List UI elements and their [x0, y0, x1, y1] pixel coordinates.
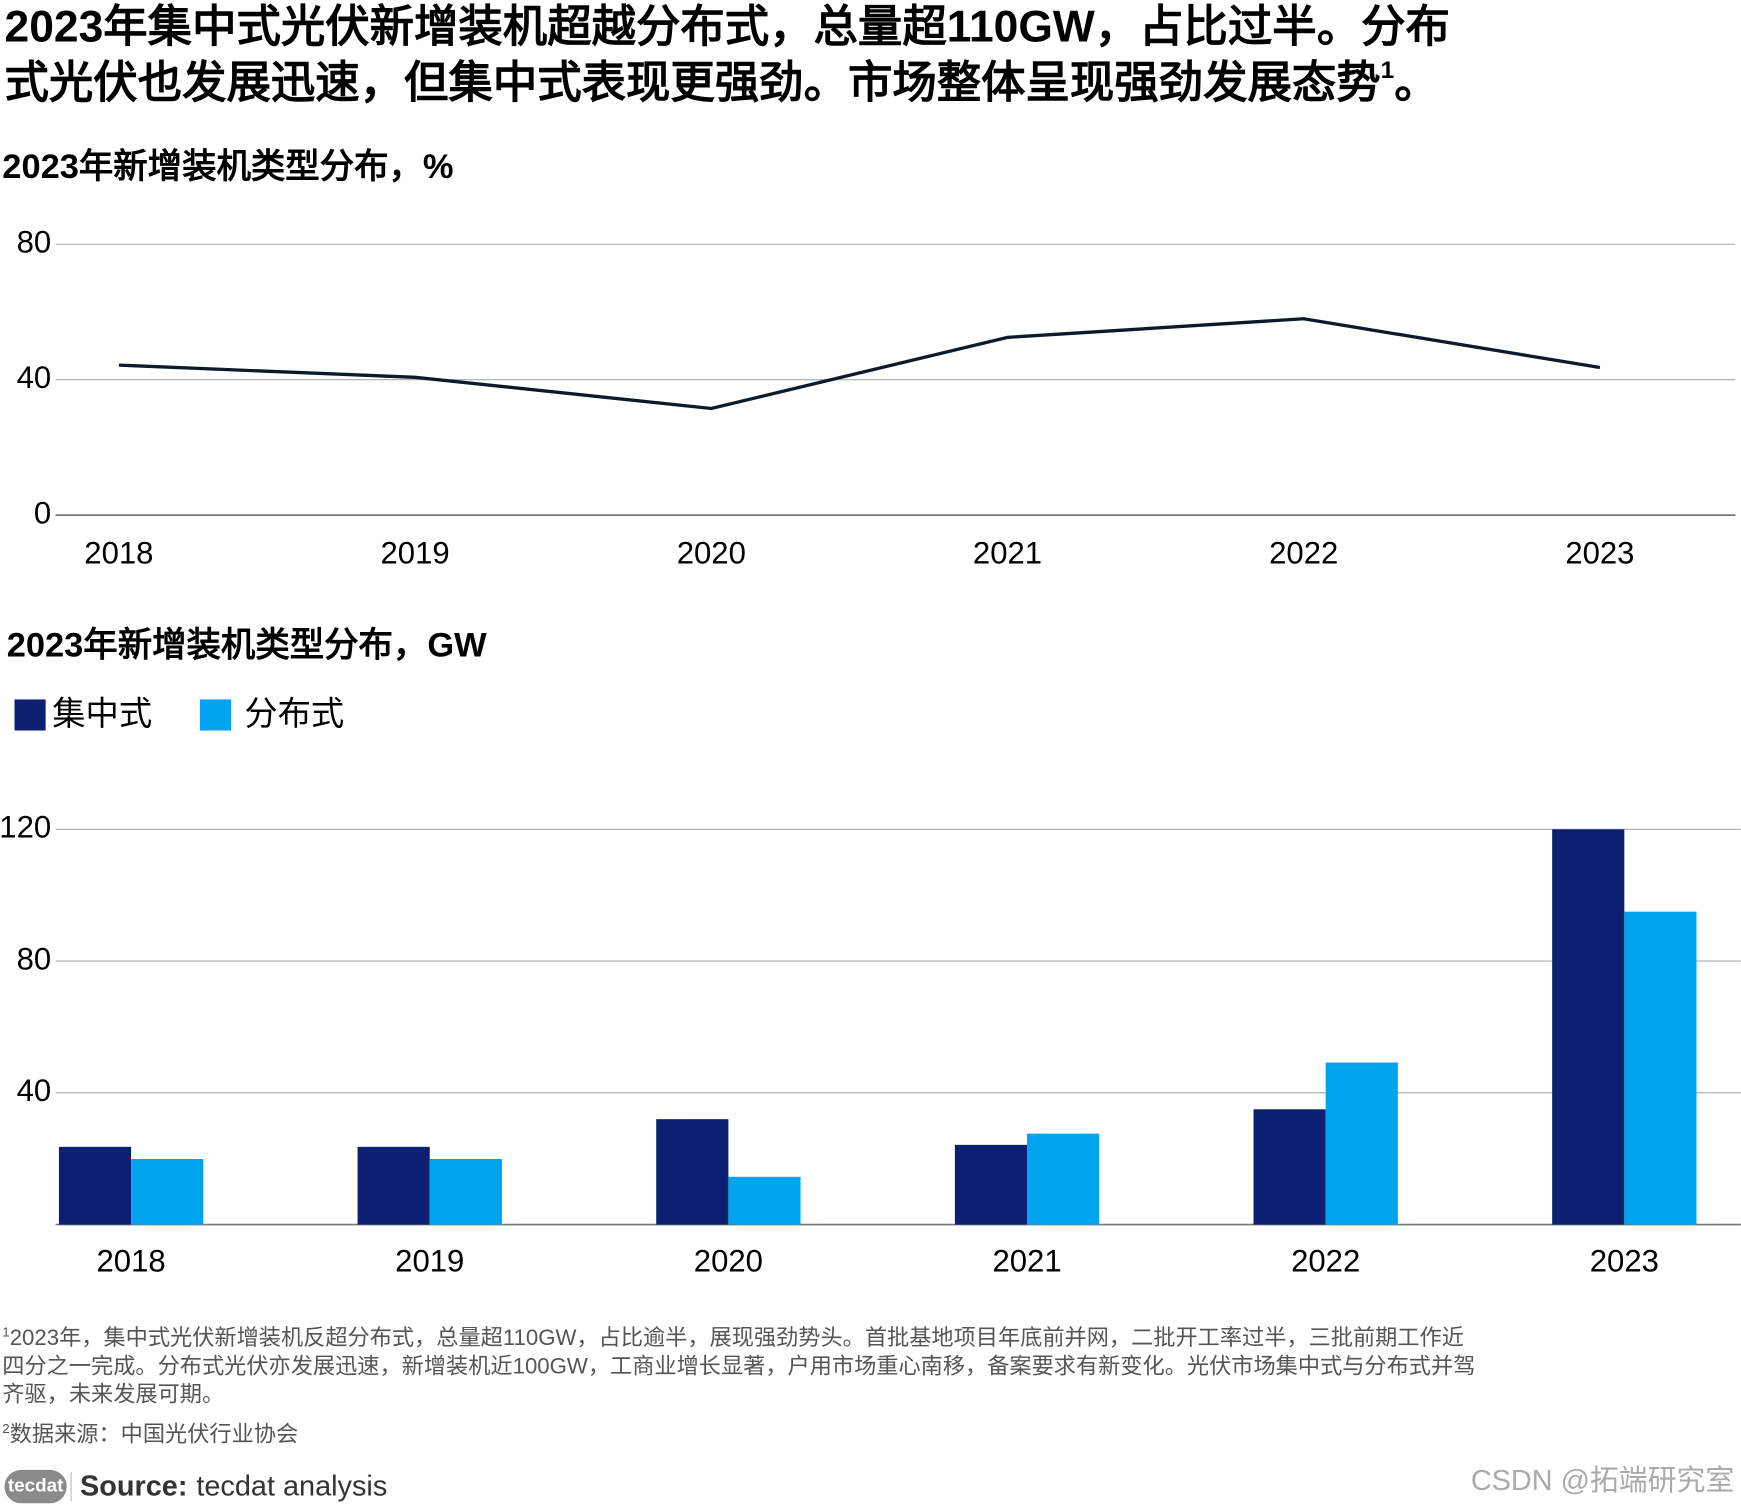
x-tick-label: 2023 [1590, 1244, 1659, 1279]
x-tick-label: 2020 [677, 535, 746, 570]
logo: tecdat [8, 1475, 64, 1496]
logo-badge [4, 1469, 67, 1504]
footnote: 齐驱，未来发展可期。 [2, 1381, 224, 1406]
footnote-ref: 1 [2, 1324, 9, 1339]
y-tick-label: 40 [17, 360, 52, 395]
legend-swatch [14, 699, 46, 731]
legend-label: 分布式 [244, 696, 344, 733]
line [118, 317, 1601, 411]
footnote-ref: 1 [1381, 58, 1395, 85]
x-tick-label: 2022 [1269, 535, 1338, 570]
title-line: 2023年集中式光伏新增装机超越分布式，总量超110GW，占比过半。分布 [5, 3, 1450, 52]
bar [58, 1146, 132, 1225]
bar [1624, 911, 1697, 1225]
y-tick-label: 80 [17, 224, 52, 259]
x-tick-label: 2022 [1291, 1244, 1360, 1279]
bar [728, 1176, 801, 1225]
bar [357, 1146, 430, 1225]
x-tick-label: 2018 [97, 1244, 166, 1279]
title-text: 式光伏也发展迅速，但集中式表现更强劲。市场整体呈现强劲发展态势 [5, 58, 1381, 107]
footnote: 12023年，集中式光伏新增装机反超分布式，总量超110GW，占比逾半，展现强劲… [2, 1324, 1464, 1350]
x-tick-label: 2019 [395, 1244, 464, 1279]
bar [1027, 1133, 1100, 1225]
source-text: tecdat analysis [196, 1470, 387, 1502]
y-tick-label: 120 [0, 810, 51, 845]
legend-swatch [199, 699, 232, 731]
chart-title: 2023年新增装机类型分布，GW [7, 626, 487, 664]
bar [1552, 829, 1625, 1225]
x-tick-label: 2019 [381, 535, 450, 570]
footnote: 四分之一完成。分布式光伏亦发展迅速，新增装机近100GW，工商业增长显著，户用市… [2, 1354, 1475, 1379]
y-tick-label: 0 [34, 495, 51, 530]
bar [656, 1119, 729, 1225]
footnote-ref: 2 [2, 1420, 9, 1435]
bar [1325, 1062, 1398, 1225]
bar [131, 1159, 204, 1225]
y-tick-label: 40 [17, 1073, 52, 1108]
footnote: 2数据来源：中国光伏行业协会 [2, 1420, 298, 1446]
source-label: Source: [80, 1470, 187, 1502]
title-line: 式光伏也发展迅速，但集中式表现更强劲。市场整体呈现强劲发展态势1。 [5, 58, 1439, 108]
x-tick-label: 2020 [694, 1244, 763, 1279]
x-tick-label: 2021 [992, 1244, 1061, 1279]
chart-title: 2023年新增装机类型分布，% [2, 148, 453, 186]
watermark: CSDN @拓端研究室 [1471, 1465, 1734, 1497]
x-tick-label: 2021 [973, 535, 1042, 570]
bar [954, 1144, 1028, 1225]
footnote-text: 数据来源：中国光伏行业协会 [10, 1421, 298, 1446]
y-tick-label: 80 [17, 941, 52, 976]
bar [1253, 1109, 1326, 1225]
footnote-text: 2023年，集中式光伏新增装机反超分布式，总量超110GW，占比逾半，展现强劲势… [10, 1325, 1464, 1350]
x-tick-label: 2023 [1565, 535, 1634, 570]
source: Source: tecdat analysis [80, 1470, 387, 1502]
bar [429, 1159, 502, 1225]
title-text: 。 [1394, 58, 1438, 107]
legend-label: 集中式 [52, 696, 152, 733]
x-tick-label: 2018 [84, 535, 153, 570]
